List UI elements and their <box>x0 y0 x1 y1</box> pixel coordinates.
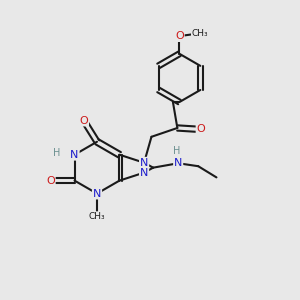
Text: N: N <box>93 189 101 199</box>
Text: H: H <box>173 146 180 156</box>
Text: CH₃: CH₃ <box>89 212 105 221</box>
Text: O: O <box>196 124 205 134</box>
Text: N: N <box>140 158 148 168</box>
Text: CH₃: CH₃ <box>192 29 208 38</box>
Text: N: N <box>70 150 79 160</box>
Text: O: O <box>80 116 88 126</box>
Text: N: N <box>174 158 182 168</box>
Text: N: N <box>140 168 148 178</box>
Text: H: H <box>52 148 60 158</box>
Text: O: O <box>175 31 184 41</box>
Text: O: O <box>46 176 55 186</box>
